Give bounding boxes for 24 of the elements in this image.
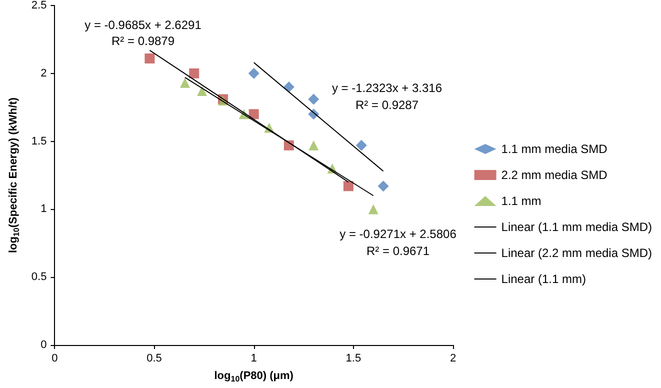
annotation: y = -0.9271x + 2.5806 <box>340 227 457 241</box>
legend-label: 2.2 mm media SMD <box>501 168 608 182</box>
annotation: y = -0.9685x + 2.6291 <box>84 18 202 32</box>
x-tick-label: 2 <box>450 352 456 364</box>
y-axis-title: log10(Specific Energy) (kWh/t) <box>8 97 21 254</box>
x-tick-label: 0 <box>52 352 58 364</box>
legend-label: Linear (1.1 mm media SMD) <box>501 220 652 234</box>
annotation: y = -1.2323x + 3.316 <box>332 81 442 95</box>
annotation: R² = 0.9879 <box>111 34 175 48</box>
x-tick-label: 1.5 <box>346 352 362 364</box>
annotation: R² = 0.9671 <box>366 244 430 258</box>
x-tick-label: 0.5 <box>146 352 162 364</box>
x-tick-label: 1 <box>250 352 257 364</box>
legend-label: 1.1 mm media SMD <box>501 142 608 156</box>
y-tick-label: 1.5 <box>31 135 47 148</box>
y-tick-label: 2.5 <box>31 0 47 12</box>
legend-label: Linear (1.1 mm) <box>501 272 586 286</box>
y-tick-label: 1 <box>40 203 47 216</box>
legend-label: 1.1 mm <box>501 194 542 208</box>
y-tick-label: 0 <box>40 339 47 351</box>
y-tick-label: 0.5 <box>31 271 47 284</box>
y-tick-label: 2 <box>40 67 47 80</box>
annotation: R² = 0.9287 <box>355 98 419 112</box>
legend-label: Linear (2.2 mm media SMD) <box>501 246 652 260</box>
